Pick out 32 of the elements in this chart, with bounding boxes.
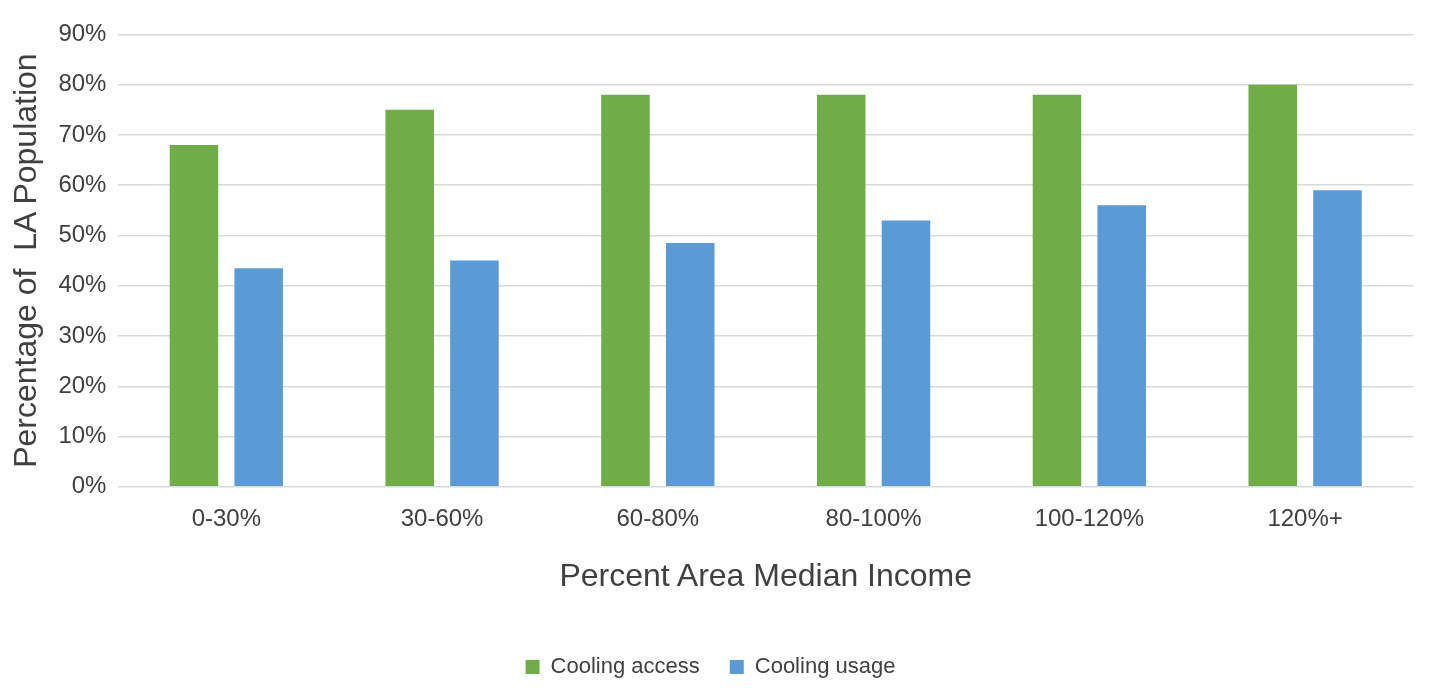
y-tick-label: 10%: [58, 421, 107, 449]
y-tick-label: 30%: [58, 320, 107, 348]
bar: [816, 94, 866, 487]
y-tick-label: 20%: [58, 370, 107, 398]
x-axis-title: Percent Area Median Income: [559, 556, 973, 593]
bar: [601, 94, 650, 487]
bar: [450, 260, 499, 487]
bar: [665, 243, 715, 487]
x-tick-label: 100-120%: [1034, 503, 1145, 531]
y-tick-label: 0%: [71, 471, 107, 499]
bar: [385, 109, 434, 487]
bar: [881, 220, 931, 487]
bar: [1032, 94, 1082, 487]
bar: [1313, 190, 1362, 487]
y-axis-title: Percentage of LA Population: [7, 53, 44, 468]
x-tick-label: 30-60%: [400, 503, 484, 531]
legend-label: Cooling usage: [754, 653, 896, 679]
y-tick-label: 60%: [58, 169, 107, 197]
bar: [234, 268, 283, 487]
y-tick-label: 70%: [58, 119, 107, 147]
y-tick-label: 50%: [58, 220, 107, 248]
bar: [1248, 84, 1298, 487]
x-tick-label: 80-100%: [825, 503, 922, 531]
x-tick-label: 120%+: [1267, 503, 1343, 531]
x-tick-label: 60-80%: [616, 503, 700, 531]
y-tick-label: 90%: [58, 19, 107, 47]
y-tick-label: 40%: [58, 270, 107, 298]
x-tick-label: 0-30%: [191, 503, 261, 531]
y-tick-label: 80%: [58, 69, 107, 97]
legend-label: Cooling access: [550, 653, 700, 679]
bar: [1097, 205, 1146, 487]
bar: [169, 144, 219, 487]
